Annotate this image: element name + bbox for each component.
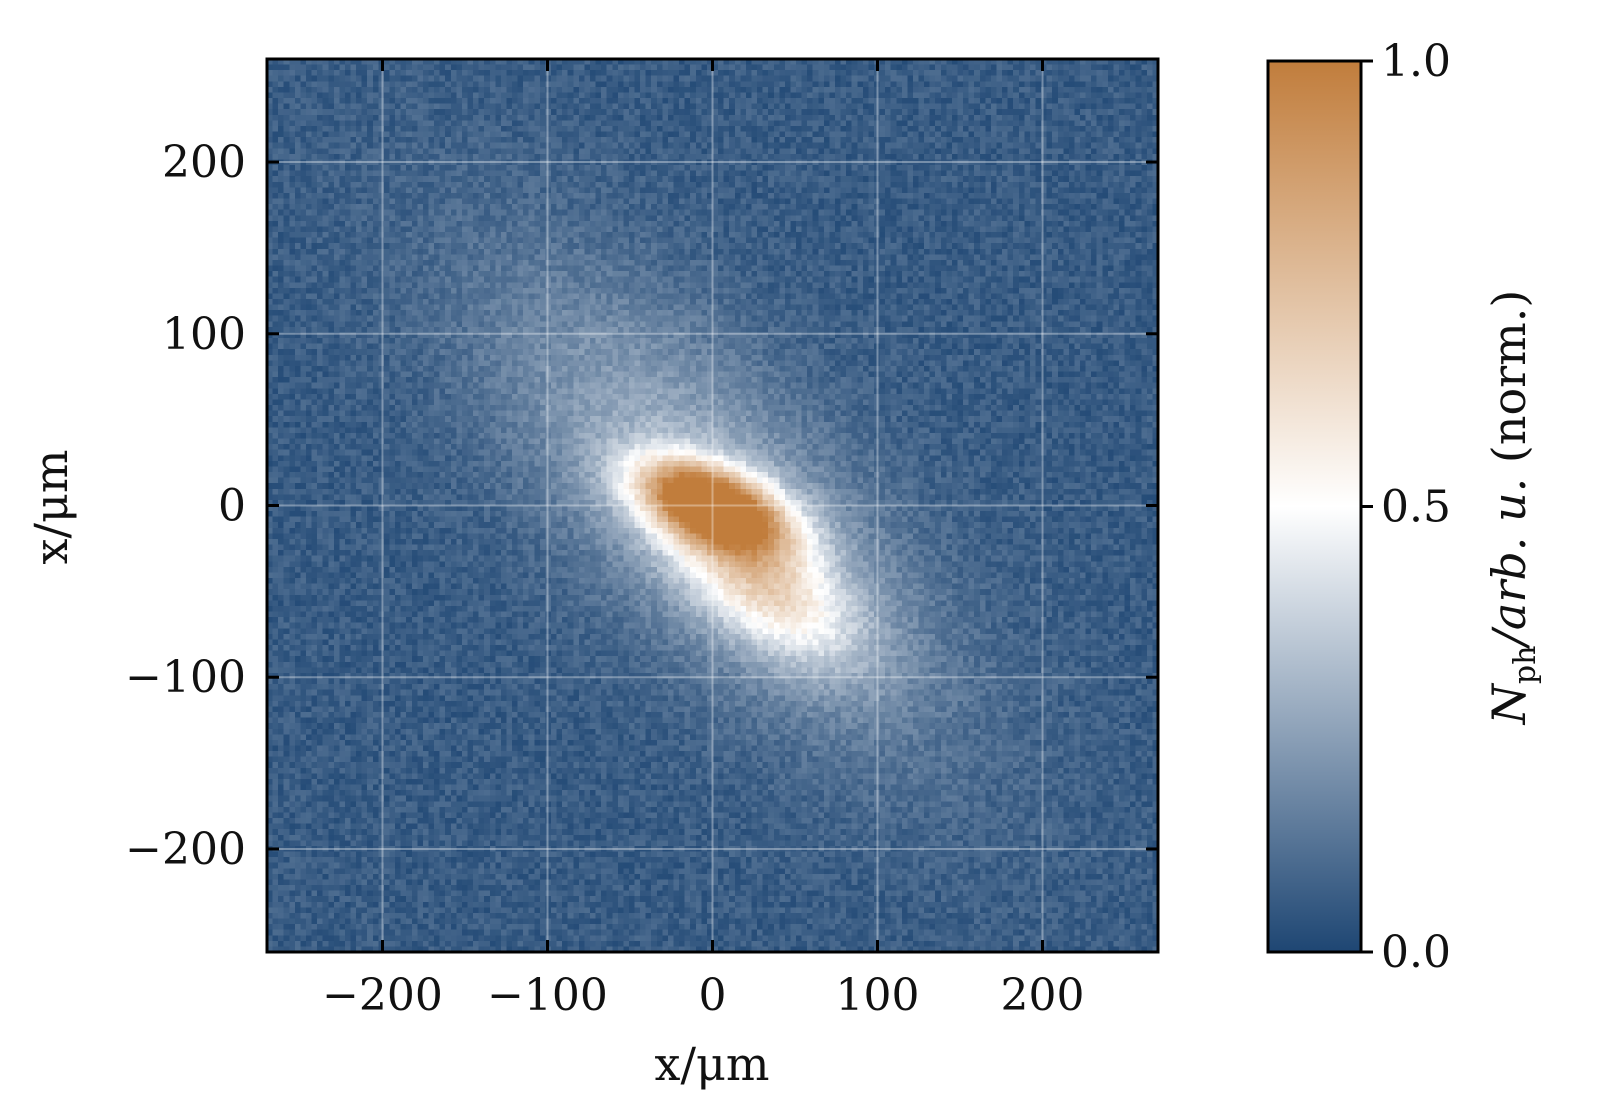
colorbar-tick-label: 1.0: [1381, 36, 1451, 87]
y-tick-label: 0: [218, 481, 246, 532]
colorbar-label: Nph/arb. u. (norm.): [1482, 290, 1543, 726]
colorbar-tick-label: 0.5: [1381, 482, 1451, 533]
colorbar-gradient: [1268, 61, 1361, 952]
heatmap-image: [267, 59, 1158, 952]
y-tick-label: 200: [162, 137, 246, 188]
x-tick-label: 100: [836, 970, 920, 1021]
y-tick-label: −100: [125, 652, 246, 703]
y-axis-label: x/μm: [24, 450, 78, 565]
colorbar-tick-label: 0.0: [1381, 927, 1451, 978]
plot-overlay: −200 −100 0 100 200 −200 −100 0 100 200: [125, 59, 1158, 1021]
x-tick-label: 0: [699, 970, 727, 1021]
plot-frame: [265, 57, 1160, 954]
y-tick-label: 100: [162, 309, 246, 360]
x-axis-label: x/μm: [655, 1037, 770, 1091]
x-tick-label: 200: [1001, 970, 1085, 1021]
y-tick-label: −200: [125, 824, 246, 875]
colorbar-ticks: 0.0 0.5 1.0: [1361, 36, 1451, 978]
x-tick-label: −100: [487, 970, 608, 1021]
x-tick-label: −200: [322, 970, 443, 1021]
